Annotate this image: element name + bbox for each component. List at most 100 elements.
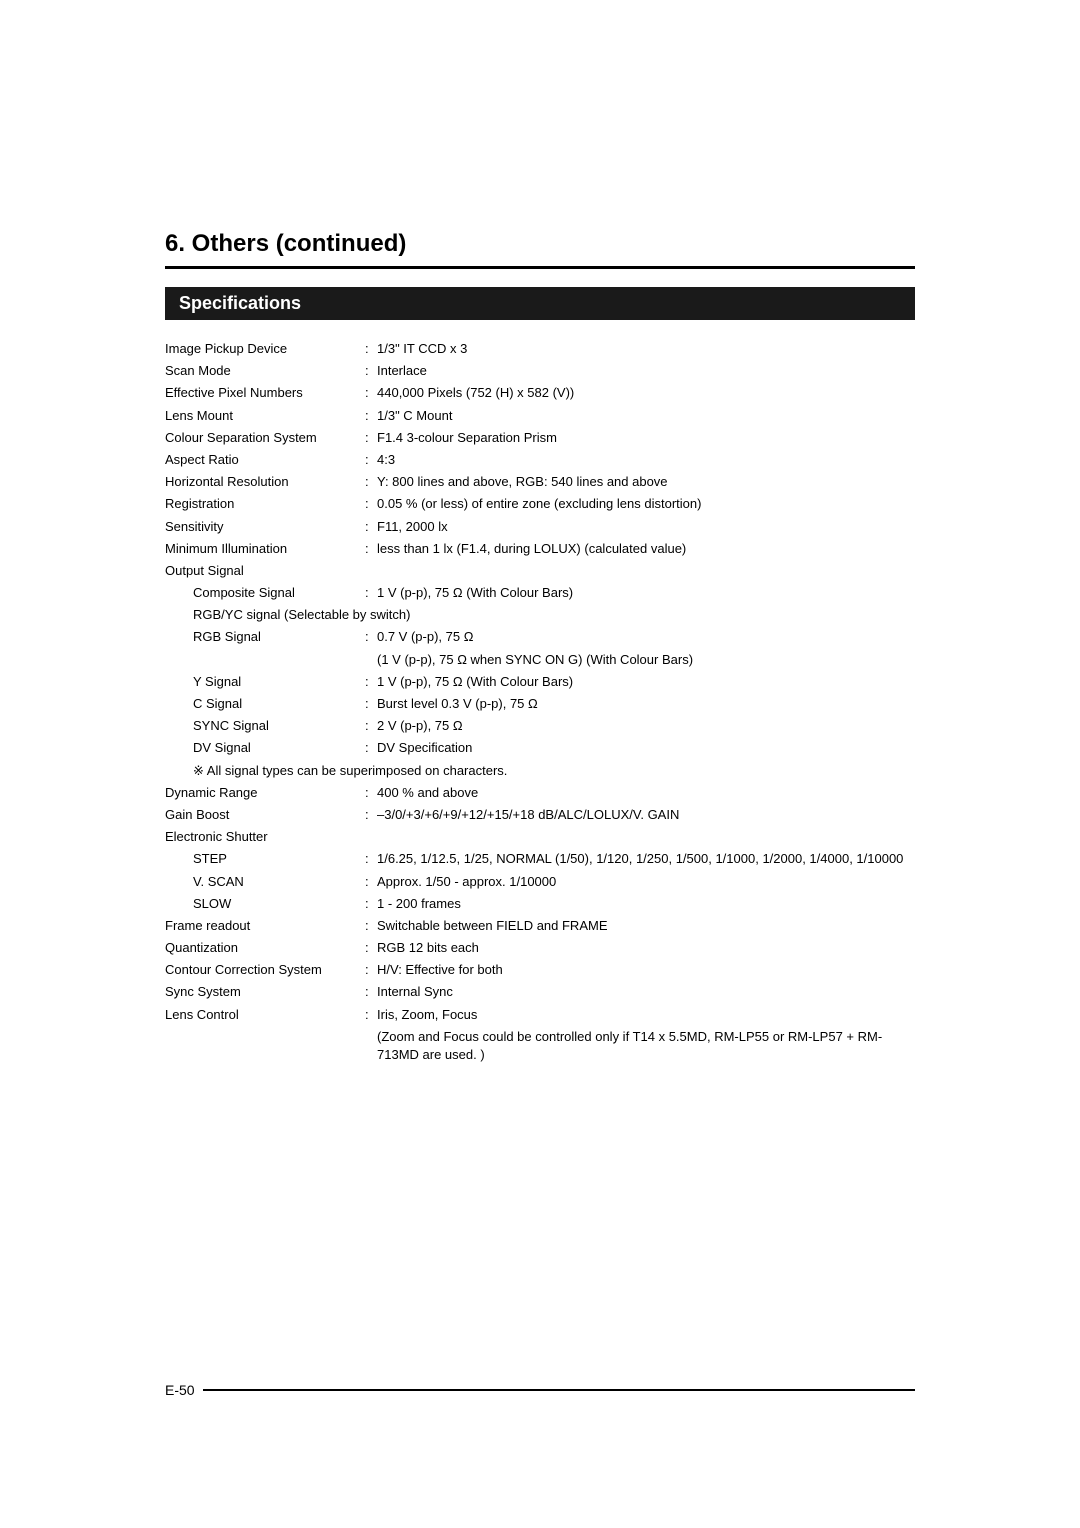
spec-row: DV Signal:DV Specification [165,739,915,757]
spec-label: Sensitivity [165,518,365,536]
spec-row: SYNC Signal:2 V (p-p), 75 Ω [165,717,915,735]
spec-label: Electronic Shutter [165,828,365,846]
spec-note: RGB/YC signal (Selectable by switch) [165,606,915,624]
spec-label: C Signal [165,695,365,713]
spec-value: 2 V (p-p), 75 Ω [377,717,915,735]
spec-colon: : [365,1006,377,1024]
spec-row: Image Pickup Device:1/3" IT CCD x 3 [165,340,915,358]
spec-row: STEP:1/6.25, 1/12.5, 1/25, NORMAL (1/50)… [165,850,915,868]
spec-value: Approx. 1/50 - approx. 1/10000 [377,873,915,891]
spec-row: RGB Signal:0.7 V (p-p), 75 Ω [165,628,915,646]
spec-label: Y Signal [165,673,365,691]
spec-value: Burst level 0.3 V (p-p), 75 Ω [377,695,915,713]
spec-colon: : [365,628,377,646]
spec-row: Registration:0.05 % (or less) of entire … [165,495,915,513]
spec-label: RGB Signal [165,628,365,646]
spec-row: Frame readout:Switchable between FIELD a… [165,917,915,935]
section-title: 6. Others (continued) [165,230,915,258]
spec-label: Minimum Illumination [165,540,365,558]
footer-rule [203,1389,915,1391]
spec-value: Switchable between FIELD and FRAME [377,917,915,935]
page-number: E-50 [165,1382,195,1398]
subsection-header: Specifications [165,287,915,320]
spec-colon: : [365,739,377,757]
spec-row: Horizontal Resolution:Y: 800 lines and a… [165,473,915,491]
spec-value: –3/0/+3/+6/+9/+12/+15/+18 dB/ALC/LOLUX/V… [377,806,915,824]
spec-colon: : [365,806,377,824]
spec-value: 0.7 V (p-p), 75 Ω [377,628,915,646]
spec-colon: : [365,873,377,891]
spec-row: Colour Separation System:F1.4 3-colour S… [165,429,915,447]
spec-value: H/V: Effective for both [377,961,915,979]
spec-row: Electronic Shutter [165,828,915,846]
spec-colon: : [365,407,377,425]
spec-value: DV Specification [377,739,915,757]
spec-colon: : [365,429,377,447]
spec-value: 1/3" IT CCD x 3 [377,340,915,358]
spec-colon: : [365,540,377,558]
spec-label: Lens Mount [165,407,365,425]
spec-value: Internal Sync [377,983,915,1001]
spec-colon: : [365,917,377,935]
spec-value: F1.4 3-colour Separation Prism [377,429,915,447]
spec-colon: : [365,340,377,358]
spec-label: Frame readout [165,917,365,935]
spec-colon: : [365,584,377,602]
spec-colon: : [365,784,377,802]
spec-label: DV Signal [165,739,365,757]
spec-value: RGB 12 bits each [377,939,915,957]
spec-colon: : [365,451,377,469]
spec-row: Gain Boost:–3/0/+3/+6/+9/+12/+15/+18 dB/… [165,806,915,824]
section-rule [165,266,915,269]
spec-colon: : [365,961,377,979]
spec-label: Sync System [165,983,365,1001]
spec-value: 1 V (p-p), 75 Ω (With Colour Bars) [377,584,915,602]
spec-row: C Signal:Burst level 0.3 V (p-p), 75 Ω [165,695,915,713]
spec-value: 4:3 [377,451,915,469]
spec-row: Output Signal [165,562,915,580]
spec-colon: : [365,850,377,868]
spec-colon: : [365,695,377,713]
spec-label: Effective Pixel Numbers [165,384,365,402]
spec-colon: : [365,473,377,491]
spec-value: 1/3" C Mount [377,407,915,425]
spec-value: less than 1 lx (F1.4, during LOLUX) (cal… [377,540,915,558]
spec-row: Lens Control:Iris, Zoom, Focus [165,1006,915,1024]
spec-value: 1 - 200 frames [377,895,915,913]
spec-row: Sync System:Internal Sync [165,983,915,1001]
spec-label: Horizontal Resolution [165,473,365,491]
spec-label: Image Pickup Device [165,340,365,358]
spec-value: Y: 800 lines and above, RGB: 540 lines a… [377,473,915,491]
spec-value [377,562,915,580]
spec-row: Y Signal:1 V (p-p), 75 Ω (With Colour Ba… [165,673,915,691]
spec-label: Gain Boost [165,806,365,824]
spec-value-extra: (1 V (p-p), 75 Ω when SYNC ON G) (With C… [377,651,915,669]
spec-value: 0.05 % (or less) of entire zone (excludi… [377,495,915,513]
spec-label: Composite Signal [165,584,365,602]
spec-colon: : [365,518,377,536]
spec-label: V. SCAN [165,873,365,891]
spec-row: Effective Pixel Numbers:440,000 Pixels (… [165,384,915,402]
spec-row: Quantization:RGB 12 bits each [165,939,915,957]
spec-colon: : [365,717,377,735]
spec-label: Quantization [165,939,365,957]
spec-colon: : [365,384,377,402]
spec-row: Sensitivity:F11, 2000 lx [165,518,915,536]
spec-table: Image Pickup Device:1/3" IT CCD x 3Scan … [165,340,915,1064]
spec-value: 400 % and above [377,784,915,802]
spec-row: Dynamic Range:400 % and above [165,784,915,802]
spec-colon [365,562,377,580]
spec-label: SLOW [165,895,365,913]
spec-row: Lens Mount:1/3" C Mount [165,407,915,425]
spec-label: SYNC Signal [165,717,365,735]
spec-row: Composite Signal:1 V (p-p), 75 Ω (With C… [165,584,915,602]
spec-row: Minimum Illumination:less than 1 lx (F1.… [165,540,915,558]
page-footer: E-50 [165,1382,915,1398]
spec-label: Output Signal [165,562,365,580]
spec-value-extra: (Zoom and Focus could be controlled only… [377,1028,915,1064]
spec-row: V. SCAN:Approx. 1/50 - approx. 1/10000 [165,873,915,891]
spec-label: Aspect Ratio [165,451,365,469]
spec-row: SLOW:1 - 200 frames [165,895,915,913]
spec-row: Aspect Ratio:4:3 [165,451,915,469]
spec-value: 440,000 Pixels (752 (H) x 582 (V)) [377,384,915,402]
